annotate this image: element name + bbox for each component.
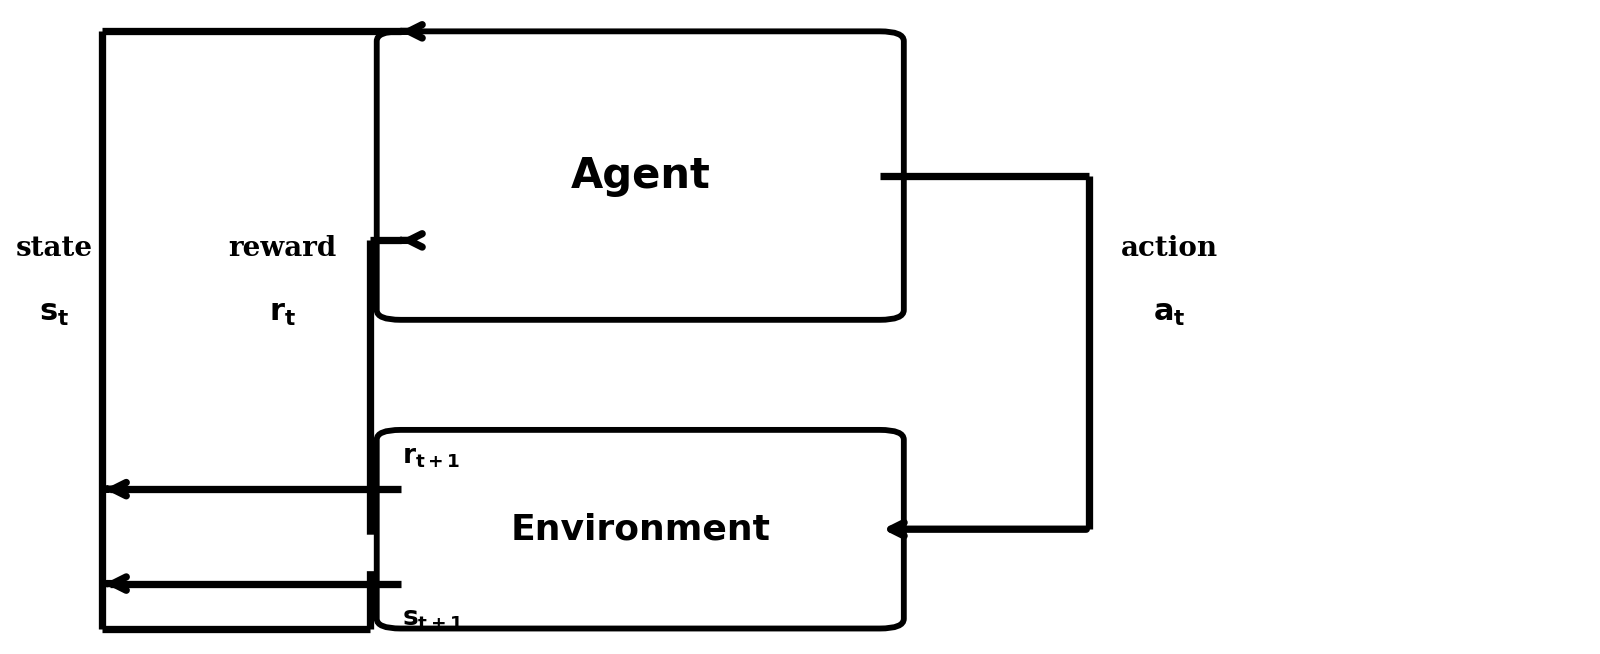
Text: $\mathbf{r_{t+1}}$: $\mathbf{r_{t+1}}$	[402, 443, 461, 470]
Text: $\mathbf{s_t}$: $\mathbf{s_t}$	[38, 300, 69, 328]
Text: Agent: Agent	[570, 154, 710, 197]
Text: $\mathbf{s_{t+1}}$: $\mathbf{s_{t+1}}$	[402, 606, 464, 632]
Text: $\mathbf{r_t}$: $\mathbf{r_t}$	[269, 300, 296, 328]
FancyBboxPatch shape	[376, 430, 904, 628]
Text: action: action	[1120, 235, 1218, 262]
Text: $\mathbf{a_t}$: $\mathbf{a_t}$	[1152, 300, 1186, 328]
Text: state: state	[16, 235, 93, 262]
Text: reward: reward	[229, 235, 336, 262]
FancyBboxPatch shape	[376, 31, 904, 320]
Text: Environment: Environment	[510, 512, 770, 546]
